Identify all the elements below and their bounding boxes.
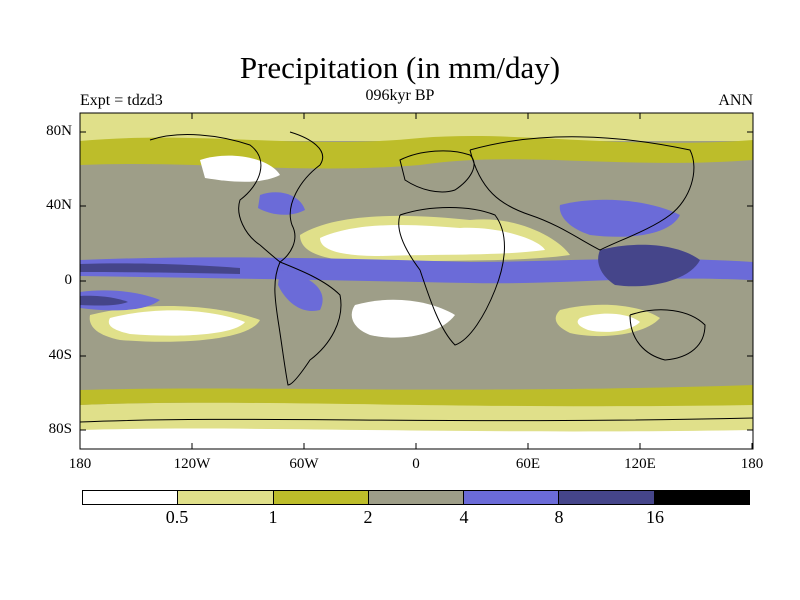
x-tick-label: 60W	[289, 456, 319, 472]
y-tick-label: 40N	[46, 197, 72, 213]
map-subtitle: 096kyr BP	[365, 87, 435, 104]
colorbar-label: 16	[646, 507, 664, 527]
x-tick-label: 180	[68, 456, 92, 472]
colorbar-label: 1	[268, 507, 278, 527]
africa-coast	[398, 207, 505, 346]
europe-coast	[399, 150, 475, 193]
y-tick-label: 0	[64, 272, 73, 288]
colorbar-label: 0.5	[165, 507, 189, 527]
colorbar	[82, 490, 750, 505]
south-midlat-band	[80, 385, 753, 407]
colorbar-segment	[83, 491, 179, 504]
coastlines	[80, 131, 753, 423]
east-pacific-dry	[108, 310, 245, 336]
antarctica-coast	[80, 417, 753, 423]
colorbar-segment	[464, 491, 560, 504]
y-tick-label: 80N	[46, 123, 72, 139]
antarctic-dry	[80, 427, 753, 449]
south-america-coast	[274, 261, 342, 386]
y-tick-marks	[80, 131, 753, 431]
south-high-band	[80, 400, 753, 432]
x-tick-label: 0	[412, 456, 420, 472]
season-label: ANN	[718, 92, 753, 109]
x-tick-label: 120E	[624, 456, 656, 472]
colorbar-label: 2	[363, 507, 373, 527]
colorbar-segment	[559, 491, 655, 504]
colorbar-segment	[178, 491, 274, 504]
australia-coast	[629, 309, 706, 361]
colorbar-segment	[273, 491, 369, 504]
colorbar-label: 4	[459, 507, 469, 527]
y-tick-label: 40S	[48, 347, 72, 363]
x-tick-label: 120W	[173, 456, 211, 472]
south-atlantic-dry	[351, 299, 455, 338]
amazon-wet	[278, 270, 323, 311]
maritime-continent-core	[598, 244, 700, 287]
north-america-coast	[149, 131, 323, 263]
asia-coast	[469, 136, 695, 251]
itcz-pacific-core	[80, 263, 240, 274]
y-tick-label: 80S	[48, 421, 72, 437]
north-america-dry	[200, 155, 280, 182]
map-title: Precipitation (in mm/day)	[239, 50, 561, 85]
colorbar-label: 8	[554, 507, 564, 527]
indian-ocean-dry	[577, 313, 640, 332]
spcz-core	[80, 295, 128, 306]
x-tick-label: 60E	[515, 456, 541, 472]
sahara-dry	[320, 225, 545, 256]
x-tick-label: 180	[740, 456, 764, 472]
colorbar-segment	[654, 491, 749, 504]
colorbar-segment	[368, 491, 465, 504]
x-tick-marks	[79, 113, 753, 449]
itcz-band	[80, 257, 753, 284]
map-field	[80, 113, 753, 449]
experiment-label: Expt = tdzd3	[80, 92, 163, 109]
